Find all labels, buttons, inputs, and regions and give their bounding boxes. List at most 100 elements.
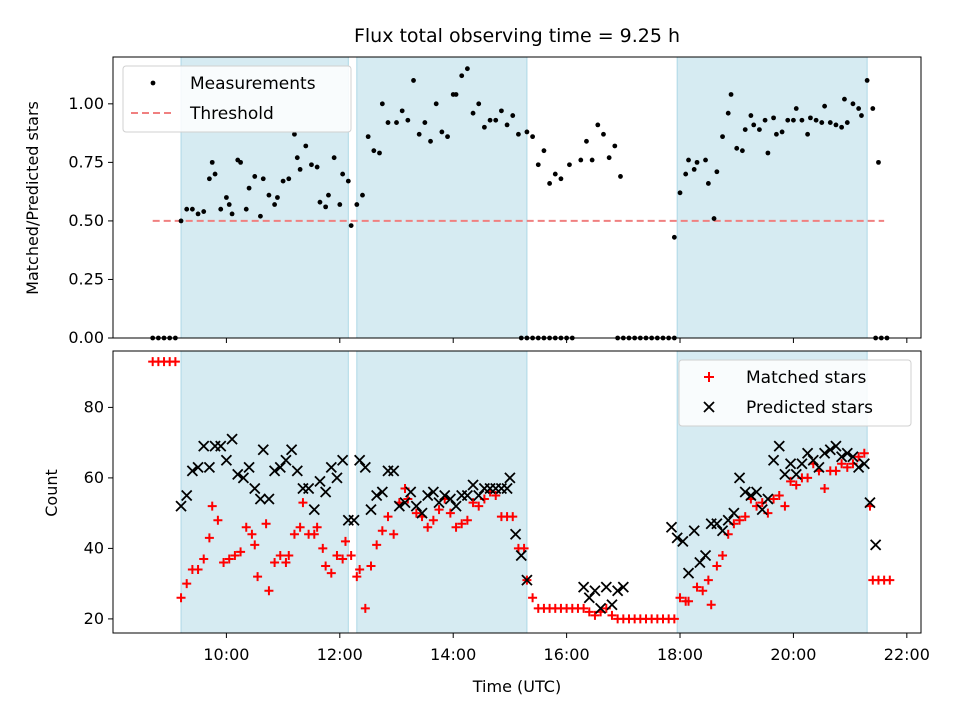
data-point (791, 480, 801, 490)
data-point (864, 78, 870, 83)
data-point (318, 543, 328, 553)
data-point (805, 131, 810, 137)
legend-marker (704, 372, 714, 382)
data-point (209, 159, 215, 165)
data-point (298, 498, 308, 508)
data-point (450, 500, 462, 512)
data-point (508, 512, 518, 522)
data-point (745, 489, 757, 502)
data-point (410, 500, 422, 512)
data-point (774, 491, 784, 501)
data-point (337, 454, 349, 466)
data-point (706, 600, 716, 610)
data-point (688, 525, 700, 537)
data-point (773, 440, 785, 452)
data-point (226, 433, 238, 445)
data-point (859, 448, 869, 458)
data-point (830, 440, 842, 452)
data-point (813, 461, 825, 473)
data-point (686, 157, 691, 163)
data-point (491, 491, 501, 501)
data-point (827, 120, 833, 125)
data-point (791, 117, 796, 123)
data-point (275, 195, 280, 200)
data-point (487, 117, 493, 123)
data-point (547, 181, 553, 186)
data-point (422, 489, 434, 502)
data-point (739, 486, 751, 498)
data-point (461, 489, 474, 502)
data-point (493, 117, 499, 123)
data-point (703, 575, 713, 585)
data-point (473, 489, 485, 502)
data-point (594, 602, 607, 614)
chart-title: Flux total observing time = 9.25 h (354, 25, 680, 47)
data-point (725, 110, 731, 116)
data-point (499, 108, 504, 114)
data-point (476, 101, 482, 107)
data-point (769, 494, 779, 504)
data-point (606, 599, 618, 611)
y-tick-label: 0.00 (68, 328, 104, 347)
data-point (297, 167, 303, 172)
legend-marker (703, 401, 715, 413)
data-point (264, 586, 274, 596)
data-point (733, 472, 746, 484)
data-point (213, 515, 223, 525)
data-point (257, 444, 269, 456)
data-point (841, 447, 853, 459)
data-point (376, 486, 388, 498)
data-point (779, 468, 791, 481)
data-point (181, 489, 193, 502)
data-point (178, 218, 184, 224)
data-point (750, 486, 763, 498)
data-point (352, 572, 362, 582)
y-tick-label: 80 (84, 397, 104, 416)
data-point (762, 493, 774, 505)
data-point (243, 461, 255, 473)
data-point (671, 234, 677, 240)
data-point (405, 117, 411, 123)
data-point (224, 554, 234, 564)
data-point (617, 581, 629, 593)
data-point (192, 461, 204, 473)
data-point (314, 475, 326, 488)
data-point (302, 482, 315, 495)
data-point (612, 585, 624, 597)
data-point (459, 73, 465, 79)
data-point (195, 211, 201, 217)
legend-marker (150, 80, 156, 86)
data-point (346, 550, 356, 560)
data-point (314, 164, 320, 170)
data-point (275, 550, 285, 560)
data-point (839, 124, 845, 130)
data-point (303, 143, 309, 149)
data-point (411, 78, 416, 83)
x-tick-label: 22:00 (884, 645, 930, 664)
data-point (844, 120, 850, 125)
data-point (722, 514, 734, 526)
data-point (224, 195, 229, 200)
data-point (694, 556, 706, 569)
data-point (360, 603, 370, 613)
data-point (762, 117, 768, 123)
data-point (468, 498, 478, 508)
data-point (241, 522, 251, 532)
data-point (360, 192, 365, 198)
y-tick-label: 0.50 (68, 211, 104, 230)
data-point (682, 567, 695, 579)
data-point (694, 159, 700, 165)
data-point (677, 190, 683, 196)
y-tick-label: 40 (84, 538, 104, 557)
data-point (308, 503, 320, 516)
data-point (289, 529, 299, 539)
data-point (359, 461, 371, 473)
data-point (243, 206, 249, 212)
data-point (803, 473, 813, 483)
data-point (779, 129, 785, 135)
data-point (206, 176, 212, 182)
data-point (371, 489, 383, 502)
data-point (579, 603, 589, 613)
data-point (837, 459, 847, 469)
